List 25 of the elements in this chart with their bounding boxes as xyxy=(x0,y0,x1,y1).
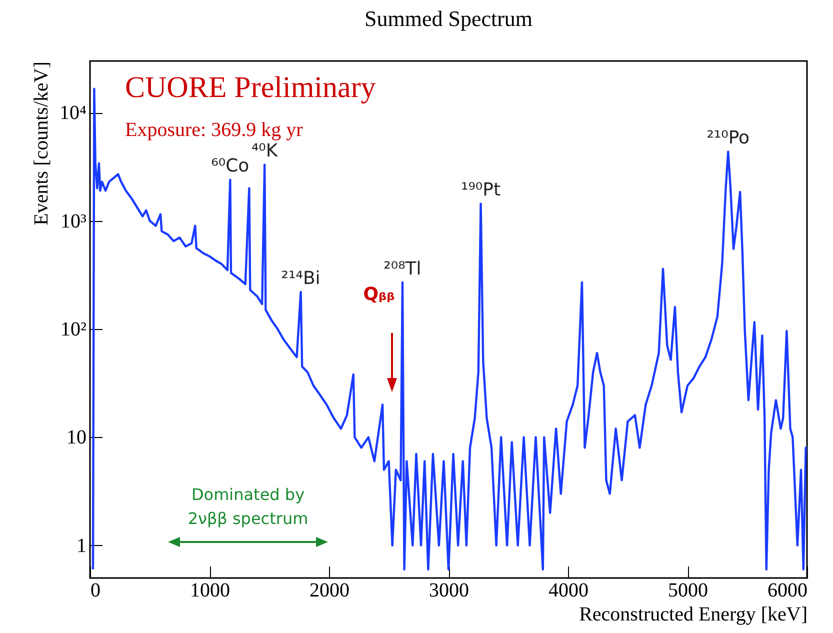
x-tick-label: 6000 xyxy=(768,580,808,602)
annotation: ²¹⁴Bi xyxy=(281,268,320,289)
x-tick-label: 3000 xyxy=(429,580,469,602)
y-axis-title: Events [counts/keV] xyxy=(30,62,53,226)
y-tick-label: 10 xyxy=(66,426,86,449)
x-tick-label: 4000 xyxy=(548,580,588,602)
annotation: Exposure: 369.9 kg yr xyxy=(125,119,304,141)
x-tick-label: 2000 xyxy=(310,580,350,602)
annotation: ¹⁹⁰Pt xyxy=(460,180,501,201)
annotation: ²⁰⁸Tl xyxy=(384,258,422,280)
y-tick-label: 10² xyxy=(60,318,86,341)
annotation: ⁴⁰K xyxy=(251,140,279,162)
x-tick-label: 0 xyxy=(90,580,100,602)
y-tick-label: 1 xyxy=(76,534,86,557)
x-tick-label: 1000 xyxy=(190,580,230,602)
y-tick-label: 10³ xyxy=(60,210,86,232)
annotation: Qᵦᵦ xyxy=(363,284,395,305)
y-tick-label: 10⁴ xyxy=(60,102,87,124)
annotation: ²¹⁰Po xyxy=(706,128,750,149)
annotation: CUORE Preliminary xyxy=(125,71,376,104)
annotation: Dominated by 2νββ spectrum xyxy=(188,485,308,528)
annotation: ⁶⁰Co xyxy=(211,156,250,177)
x-tick-label: 5000 xyxy=(668,580,708,602)
x-axis-title: Reconstructed Energy [keV] xyxy=(579,604,808,626)
chart-title: Summed Spectrum xyxy=(364,6,533,31)
